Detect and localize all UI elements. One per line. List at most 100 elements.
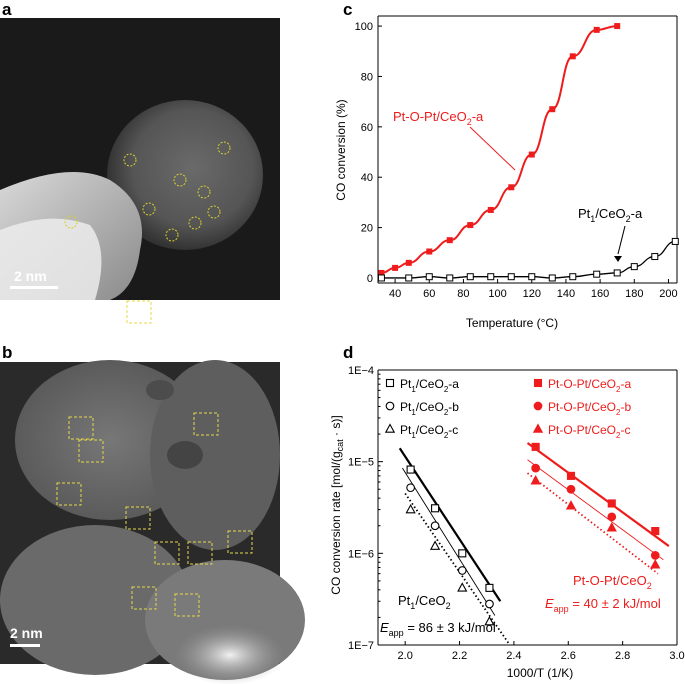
chart-d-point [651, 527, 660, 536]
chart-d-point [484, 615, 495, 626]
atom-circle [142, 202, 156, 216]
chart-d-xtick-label: 2.8 [615, 650, 630, 662]
chart-d-ytick-label: 1E−4 [348, 365, 374, 377]
chart-c-xtick-label: 40 [389, 288, 401, 300]
chart-d-point [431, 504, 440, 513]
chart-c-point [405, 274, 413, 282]
chart-d-legend-label: Pt-O-Pt/CeO2-b [548, 400, 631, 417]
chart-d-point [458, 549, 467, 558]
chart-d-annotation-ptopt: Pt-O-Pt/CeO2 [573, 573, 652, 591]
chart-d-annotation-eapp-black: Eapp = 86 ± 3 kJ/mol [380, 620, 496, 638]
atom-circle [197, 185, 211, 199]
cluster-box [125, 506, 151, 530]
chart-c-xtick-label: 80 [457, 288, 469, 300]
chart-c-point [614, 23, 621, 30]
chart-d-point [606, 522, 617, 532]
chart-c-point [548, 274, 556, 282]
chart-d-xtick-label: 3.0 [669, 650, 684, 662]
chart-d-legend-marker [385, 378, 395, 388]
chart-d-series [405, 442, 661, 626]
chart-d-fit-line [402, 467, 496, 616]
chart-d-fit-line [527, 459, 664, 561]
chart-c-point [446, 274, 454, 282]
chart-c-point [507, 273, 515, 281]
chart-d-point [405, 503, 416, 514]
chart-d-xtick-label: 2.0 [398, 650, 413, 662]
chart-d-legend-label: Pt1/CeO2-b [400, 400, 459, 417]
chart-c-ytick-label: 100 [355, 21, 373, 33]
chart-d-point [485, 599, 494, 609]
panel-label-b: b [2, 343, 13, 362]
panel-label-d: d [343, 343, 354, 362]
chart-c-series-label-black: Pt1/CeO2-a [578, 206, 643, 224]
cluster-boxes-b [56, 300, 253, 617]
chart-c-point [630, 263, 638, 271]
atom-circle [207, 205, 221, 219]
panel-label-a: a [2, 0, 12, 19]
chart-c-point [528, 151, 535, 158]
scalebar-a [10, 286, 58, 289]
panel-label-c: c [343, 0, 353, 19]
chart-d-fit-line [526, 472, 659, 575]
scalebar-label-a: 2 nm [14, 268, 47, 284]
chart-c-point [425, 273, 433, 281]
chart-d-ylabel: CO conversion rate [mol/(gcat · s)] [329, 415, 345, 594]
chart-c-axes: 40 60 80 100 120 140 160 180 200 0 20 40 60 80 100 [355, 15, 678, 300]
chart-d-legend-marker [533, 401, 543, 411]
atom-circle [123, 153, 137, 167]
cluster-box [78, 439, 104, 463]
chart-c-point [508, 184, 515, 191]
chart-d-point [457, 582, 468, 592]
chart-c-point [569, 53, 576, 60]
atom-circle [217, 141, 231, 155]
atom-circles-a [64, 141, 231, 242]
atom-circle [188, 216, 202, 230]
chart-d-legend-label: Pt1/CeO2-a [400, 377, 459, 394]
chart-c-ylabel: CO conversion (%) [334, 99, 348, 200]
chart-c-point [671, 237, 679, 245]
chart-c-xtick-label: 200 [659, 288, 677, 300]
chart-c-arrowhead-black [614, 256, 622, 262]
chart-d-annotation-pt1: Pt1/CeO2 [398, 593, 451, 611]
chart-d-point [650, 551, 660, 560]
chart-d-annotation-eapp-red: Eapp = 40 ± 2 kJ/mol [545, 596, 661, 614]
chart-c-point [528, 273, 536, 281]
chart-d-point [531, 463, 541, 473]
chart-d-point [485, 583, 494, 592]
chart-c-point [593, 270, 601, 278]
atom-circle [165, 228, 179, 242]
chart-d-point [566, 471, 576, 480]
cluster-box [154, 541, 180, 565]
chart-c-point [377, 274, 385, 282]
chart-d-point [430, 521, 440, 531]
chart-c-point [467, 222, 474, 229]
scalebar-b [10, 644, 40, 647]
chart-d-axes: 2.0 2.2 2.4 2.6 2.8 3.0 1E−7 1E−6 1E−5 1E−4 [348, 365, 685, 662]
chart-d-legend-label: Pt-O-Pt/CeO2-a [548, 377, 631, 394]
chart-c-ytick-label: 60 [361, 122, 373, 134]
chart-d-legend-label: Pt1/CeO2-c [400, 423, 458, 440]
chart-d-xtick-label: 2.6 [561, 650, 576, 662]
cluster-box [187, 541, 213, 565]
cluster-box [131, 586, 157, 610]
chart-d-point [650, 559, 661, 569]
chart-d-fit-line [398, 447, 502, 602]
chart-d-legend-marker [384, 423, 396, 433]
cluster-box [68, 416, 94, 440]
chart-d-point [457, 566, 467, 575]
chart-d-point [406, 465, 415, 474]
chart-d-ytick-label: 1E−6 [348, 548, 374, 560]
chart-c-point [405, 259, 412, 266]
cluster-box [227, 530, 253, 554]
chart-d-xtick-label: 2.2 [452, 650, 467, 662]
chart-d-ytick-label: 1E−7 [348, 640, 374, 652]
chart-d-point [565, 500, 577, 510]
chart-d-point [406, 483, 415, 493]
chart-d-ytick-label: 1E−5 [348, 457, 374, 469]
chart-d-legend-marker [532, 423, 544, 433]
chart-c-series-label-red: Pt-O-Pt/CeO2-a [393, 109, 484, 127]
chart-c-point [549, 106, 556, 113]
cluster-box [174, 593, 200, 617]
